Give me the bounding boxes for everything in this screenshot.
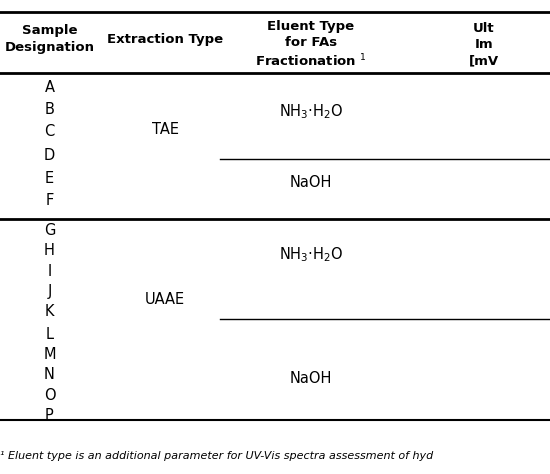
Text: E: E	[45, 171, 54, 186]
Text: Eluent Type
for FAs
Fractionation $^{1}$: Eluent Type for FAs Fractionation $^{1}$	[255, 20, 367, 69]
Text: P: P	[45, 408, 54, 423]
Text: ¹ Eluent type is an additional parameter for UV-Vis spectra assessment of hyd: ¹ Eluent type is an additional parameter…	[0, 451, 433, 461]
Text: L: L	[46, 327, 53, 342]
Text: K: K	[45, 304, 54, 319]
Text: G: G	[44, 223, 55, 238]
Text: F: F	[45, 193, 54, 208]
Text: A: A	[45, 80, 54, 95]
Text: N: N	[44, 367, 55, 383]
Text: NaOH: NaOH	[289, 175, 332, 191]
Text: Sample
Designation: Sample Designation	[4, 24, 95, 55]
Text: H: H	[44, 243, 55, 258]
Text: Ult
Im
[mV: Ult Im [mV	[469, 22, 499, 67]
Text: B: B	[45, 102, 54, 117]
Text: Extraction Type: Extraction Type	[107, 33, 223, 46]
Text: O: O	[43, 388, 56, 403]
Text: UAAE: UAAE	[145, 292, 185, 307]
Text: C: C	[45, 124, 54, 139]
Text: NaOH: NaOH	[289, 371, 332, 386]
Text: NH$_3$·H$_2$O: NH$_3$·H$_2$O	[279, 102, 343, 121]
Text: D: D	[44, 148, 55, 164]
Text: M: M	[43, 347, 56, 362]
Text: NH$_3$·H$_2$O: NH$_3$·H$_2$O	[279, 246, 343, 264]
Text: J: J	[47, 284, 52, 299]
Text: I: I	[47, 264, 52, 279]
Text: TAE: TAE	[151, 122, 179, 137]
